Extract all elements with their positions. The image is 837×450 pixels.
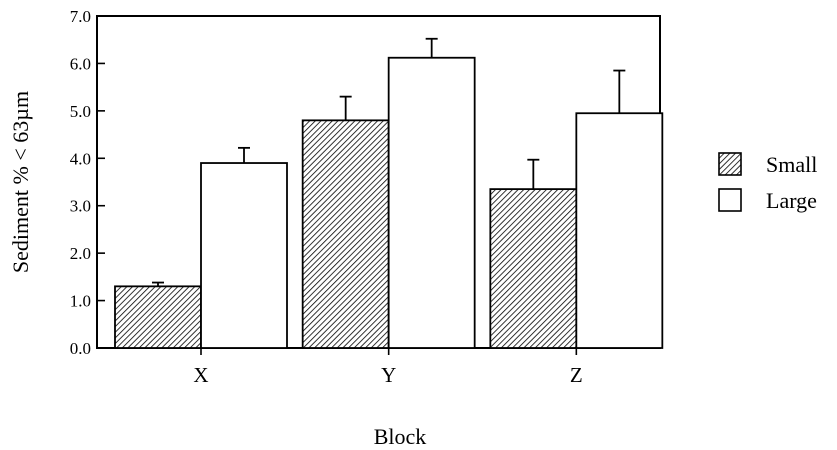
y-tick-label: 1.0 xyxy=(70,292,91,311)
x-axis-title: Block xyxy=(374,424,427,449)
x-tick-label: Y xyxy=(381,363,396,387)
bar-large-z xyxy=(575,112,664,349)
legend-swatch-large xyxy=(718,188,742,212)
y-axis-ticks: 0.0 1.0 2.0 3.0 4.0 5.0 6.0 7.0 xyxy=(70,7,105,358)
bar-small-x xyxy=(114,285,202,349)
legend-label-small: Small xyxy=(766,152,817,177)
y-axis-title: Sediment % < 63µm xyxy=(8,91,33,273)
legend: Small Large xyxy=(718,152,817,213)
bar-large-x xyxy=(200,162,288,349)
y-tick-label: 0.0 xyxy=(70,339,91,358)
x-tick-label: X xyxy=(193,363,208,387)
bar-large-y xyxy=(387,56,476,349)
bar-small-z xyxy=(489,188,578,349)
bars xyxy=(114,37,664,349)
y-tick-label: 5.0 xyxy=(70,102,91,121)
x-axis-ticks: X Y Z xyxy=(193,348,583,387)
plot-area: 0.0 1.0 2.0 3.0 4.0 5.0 6.0 7.0 X Y Z xyxy=(70,7,664,387)
y-tick-label: 3.0 xyxy=(70,197,91,216)
y-tick-label: 6.0 xyxy=(70,54,91,73)
bar-small-y xyxy=(301,119,390,349)
y-tick-label: 4.0 xyxy=(70,149,91,168)
legend-swatch-small xyxy=(718,152,742,176)
y-tick-label: 2.0 xyxy=(70,244,91,263)
y-tick-label: 7.0 xyxy=(70,7,91,26)
legend-label-large: Large xyxy=(766,188,817,213)
x-tick-label: Z xyxy=(570,363,583,387)
